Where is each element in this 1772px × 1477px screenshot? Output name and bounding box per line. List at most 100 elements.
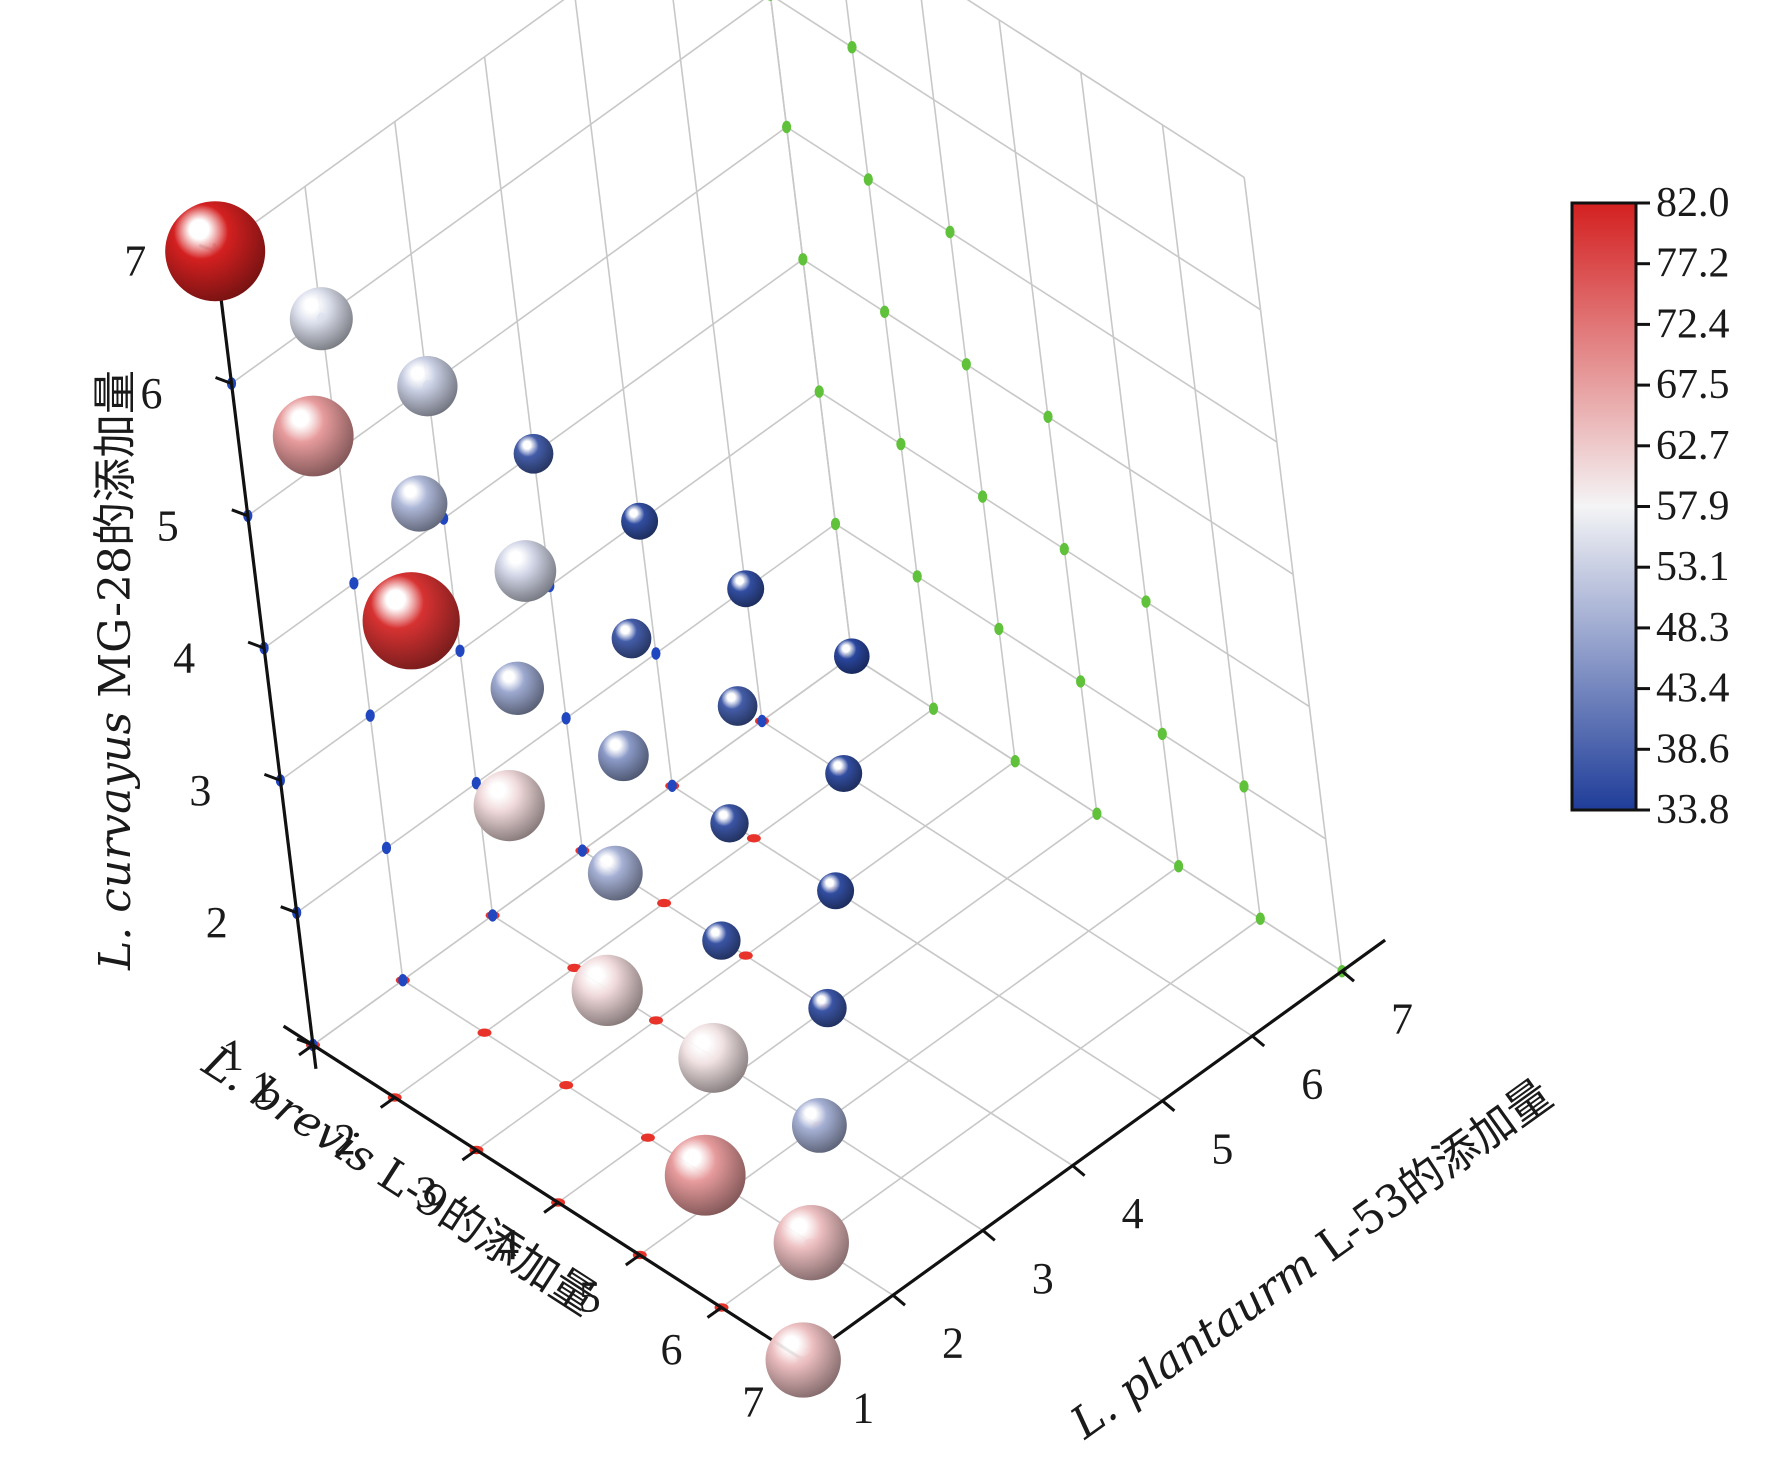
data-bubble [363, 572, 460, 669]
colorbar-tick-label: 38.6 [1656, 726, 1730, 772]
data-bubble [290, 287, 353, 350]
data-bubble [397, 356, 457, 416]
right-wall-projection-dot [766, 0, 775, 1]
floor-projection-dot [478, 1029, 492, 1037]
left-wall-projection-dot [578, 844, 587, 856]
data-bubble [727, 570, 764, 607]
left-wall-projection-dot [349, 577, 358, 589]
x-axis-title-rest: L-9的添加量 [357, 1141, 605, 1326]
colorbar-tick-label: 48.3 [1656, 605, 1730, 651]
colorbar-tick-label: 53.1 [1656, 544, 1730, 590]
y-axis-title-species: L. plantaurm [1061, 1239, 1326, 1450]
colorbar: 82.077.272.467.562.757.953.148.343.438.6… [1572, 180, 1730, 833]
right-wall-projection-dot [815, 385, 824, 397]
colorbar-tick-label: 62.7 [1656, 423, 1730, 469]
right-wall-projection-dot [1256, 913, 1265, 925]
floor-projection-dot [657, 899, 671, 907]
right-wall-projection-dot [945, 226, 954, 238]
floor-projection-dot [649, 1016, 663, 1024]
x-axis-title-species: L. brevis [193, 1036, 385, 1184]
right-wall-projection-dot [1043, 411, 1052, 423]
colorbar-tick-label: 77.2 [1656, 241, 1730, 287]
z-tick-label: 6 [141, 369, 163, 418]
right-wall-projection-dot [962, 358, 971, 370]
z-tick-label: 3 [189, 766, 211, 815]
bubbles [165, 201, 869, 1397]
grid-line [787, 127, 1277, 442]
y-axis-title: L. plantaurm L-53的添加量 [1061, 1070, 1562, 1450]
data-bubble [572, 955, 643, 1026]
grid-line [754, 0, 852, 656]
data-bubble [495, 540, 557, 602]
z-tick-label: 5 [157, 501, 179, 550]
x-tick-label: 6 [661, 1325, 683, 1374]
colorbar-tick-label: 82.0 [1656, 180, 1730, 226]
data-bubble [491, 662, 544, 715]
z-tick-label: 7 [124, 237, 146, 286]
right-wall-projection-dot [1092, 808, 1101, 820]
grid-line [836, 0, 934, 709]
data-bubble [718, 686, 758, 726]
y-tick-label: 4 [1122, 1189, 1144, 1238]
floor-projection-dot [559, 1081, 573, 1089]
left-wall-projection-dot [398, 974, 407, 986]
left-wall-projection-dot [651, 647, 660, 659]
left-wall-projection-dot [562, 712, 571, 724]
left-wall-projection-dot [455, 645, 464, 657]
grid-line [917, 0, 1015, 761]
grid-line [215, 0, 754, 251]
right-wall-projection-dot [1158, 728, 1167, 740]
right-wall-projection-dot [880, 306, 889, 318]
x-axis-tick [544, 1203, 558, 1213]
y-axis-tick [983, 1230, 995, 1240]
y-axis-title-rest: L-53的添加量 [1296, 1070, 1561, 1281]
colorbar-ticks: 82.077.272.467.562.757.953.148.343.438.6… [1636, 180, 1730, 833]
data-bubble [165, 201, 265, 301]
y-tick-label: 6 [1301, 1060, 1323, 1109]
z-axis-line [214, 243, 316, 1069]
x-axis-tick [626, 1255, 640, 1265]
floor-projection-dot [739, 951, 753, 959]
right-wall-projection-dot [913, 570, 922, 582]
data-bubble [678, 1023, 748, 1093]
data-bubble [612, 619, 652, 659]
y-axis-tick [893, 1295, 905, 1305]
left-wall-projection-dot [382, 842, 391, 854]
colorbar-tick-label: 43.4 [1656, 666, 1730, 712]
data-bubble [825, 755, 862, 792]
right-wall-projection-dot [929, 703, 938, 715]
data-bubble [474, 770, 545, 841]
right-wall-projection-dot [1174, 860, 1183, 872]
x-tick-label: 7 [742, 1378, 764, 1427]
colorbar-tick-label: 33.8 [1656, 787, 1730, 833]
right-wall-projection-dot [1076, 675, 1085, 687]
data-bubble [514, 434, 554, 474]
grid-line [1244, 177, 1342, 971]
grid-line [1081, 72, 1179, 866]
right-wall-projection-dot [864, 173, 873, 185]
right-wall-projection-dot [847, 41, 856, 53]
data-bubble [588, 846, 643, 901]
y-tick-label: 2 [942, 1319, 964, 1368]
right-wall-projection-dot [1011, 755, 1020, 767]
data-bubble [710, 804, 748, 842]
z-axis-title: L. curvayus MG-28的添加量 [90, 370, 141, 971]
right-wall-projection-dot [782, 121, 791, 133]
z-tick-label: 4 [173, 634, 195, 683]
y-axis-tick [1073, 1166, 1085, 1176]
data-bubble [808, 989, 846, 1027]
colorbar-tick-label: 72.4 [1656, 301, 1730, 347]
data-bubble [774, 1205, 849, 1280]
data-bubble [792, 1098, 847, 1153]
y-tick-label: 5 [1211, 1124, 1233, 1173]
left-wall-projection-dot [668, 780, 677, 792]
y-axis-tick [1252, 1036, 1264, 1046]
data-bubble [702, 921, 740, 959]
data-bubble [621, 503, 658, 540]
right-wall-projection-dot [798, 253, 807, 265]
right-wall-projection-dot [994, 623, 1003, 635]
floor-projection-dot [641, 1134, 655, 1142]
z-axis-title-species: L. curvayus [90, 712, 141, 971]
right-wall-projection-dot [831, 518, 840, 530]
